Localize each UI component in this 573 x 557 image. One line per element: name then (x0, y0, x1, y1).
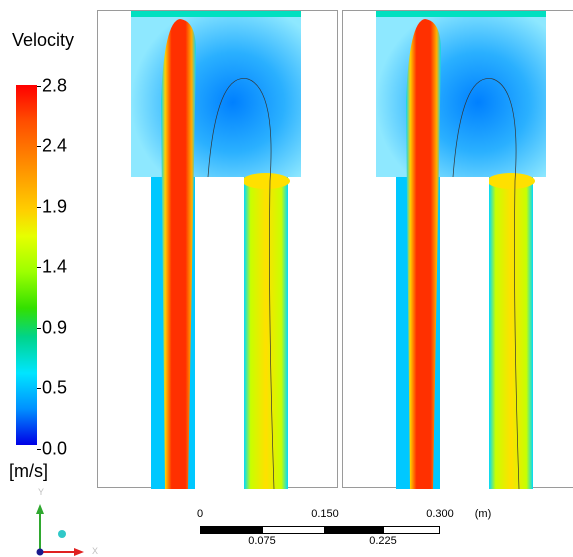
scale-label-end: 0.300 (426, 508, 454, 520)
inlet-jet (161, 19, 196, 489)
scale-segment (200, 526, 262, 534)
contour-plot-right (376, 11, 546, 489)
scale-label-three-quarter: 0.225 (369, 535, 397, 547)
contour-panel-left (97, 10, 338, 489)
contour-panel-right (342, 10, 573, 489)
legend-tick-max: 2.8 (42, 75, 68, 96)
tick-mark (37, 449, 41, 450)
chamber-region (376, 11, 546, 177)
contour-plot-left (131, 11, 301, 489)
scale-label-quarter: 0.075 (248, 535, 276, 547)
legend-unit: [m/s] (9, 461, 48, 481)
tick-mark (37, 388, 41, 389)
scale-label-mid: 0.150 (311, 508, 339, 520)
legend-tick: 2.4 (42, 135, 68, 156)
tick-mark (37, 86, 41, 87)
chamber-top-edge (131, 11, 301, 17)
outlet-entry (242, 173, 290, 189)
chamber-top-edge (376, 11, 546, 17)
axis-triad-icon: Y X (36, 488, 98, 556)
outlet-pipe (244, 177, 288, 489)
scale-segment (383, 526, 440, 534)
x-axis-label: X (92, 546, 98, 556)
legend-tick: 1.4 (42, 256, 68, 277)
chamber-region (131, 11, 301, 177)
velocity-colorbar (16, 85, 37, 445)
legend-tick: 0.9 (42, 317, 68, 338)
z-axis-dot (36, 548, 44, 556)
outlet-pipe (489, 177, 533, 489)
scale-segment (262, 526, 325, 534)
legend-tick-min: 0.0 (42, 438, 68, 459)
legend-tick: 1.9 (42, 196, 68, 217)
legend-tick: 0.5 (42, 377, 68, 398)
legend-title: Velocity (12, 30, 75, 50)
streamline (207, 78, 275, 489)
x-axis-arrowhead (74, 548, 84, 556)
scale-unit: (m) (474, 508, 492, 520)
outlet-entry (487, 173, 535, 189)
y-axis-label: Y (38, 488, 44, 497)
gap-region (440, 177, 489, 489)
tick-mark (37, 328, 41, 329)
scale-label-0: 0 (196, 508, 204, 520)
tick-mark (37, 146, 41, 147)
inlet-jet (406, 19, 441, 489)
y-axis-arrowhead (36, 504, 44, 514)
tick-mark (37, 207, 41, 208)
view-sphere (58, 530, 66, 538)
gap-region (195, 177, 244, 489)
streamline (452, 78, 520, 489)
scale-segment (325, 526, 383, 534)
tick-mark (37, 267, 41, 268)
